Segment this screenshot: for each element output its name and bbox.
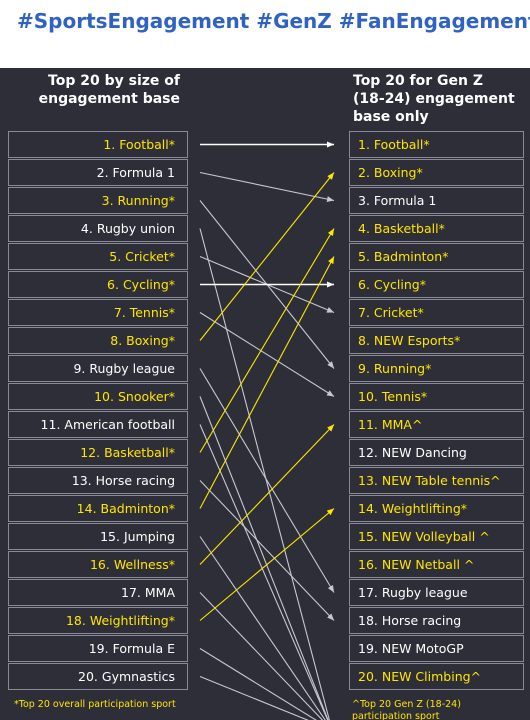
connector-line [199,228,330,720]
right-rank-item: 11. MMA^ [349,411,524,438]
right-rank-item: 9. Running* [349,355,524,382]
left-rank-item: 1. Football* [8,131,188,158]
right-rank-item: 20. NEW Climbing^ [349,663,524,690]
connector-line [199,536,326,720]
connector-line [199,256,335,509]
left-rank-item: 2. Formula 1 [8,159,188,186]
hashtag-header: #SportsEngagement #GenZ #FanEngagement [0,0,530,68]
left-rank-item: 4. Rugby union [8,215,188,242]
right-rank-item: 2. Boxing* [349,159,524,186]
left-rank-item: 7. Tennis* [8,299,188,326]
right-rank-item: 13. NEW Table tennis^ [349,467,524,494]
left-rank-item: 19. Formula E [8,635,188,662]
right-rank-item: 6. Cycling* [349,271,524,298]
left-rank-item: 14. Badminton* [8,495,188,522]
right-rank-item: 14. Weightlifting* [349,495,524,522]
connector-line [199,675,309,720]
right-rank-item: 7. Cricket* [349,299,524,326]
left-rank-item: 10. Snooker* [8,383,188,410]
right-rank-item: 1. Football* [349,131,524,158]
right-rank-item: 10. Tennis* [349,383,524,410]
right-rank-item: 16. NEW Netball ^ [349,551,524,578]
right-rank-item: 8. NEW Esports* [349,327,524,354]
left-rank-item: 9. Rugby league [8,355,188,382]
connector-line [199,228,335,453]
left-rank-item: 8. Boxing* [8,327,188,354]
left-column-title: Top 20 by size of engagement base [38,73,180,107]
ranking-chart: Top 20 by size of engagement base Top 20… [0,68,530,720]
connector-line [199,368,335,593]
left-rank-item: 11. American football [8,411,188,438]
footnote-left: *Top 20 overall participation sport [14,699,176,710]
footnote-right: ^Top 20 Gen Z (18-24) participation spor… [352,699,461,720]
left-rank-item: 5. Cricket* [8,243,188,270]
connector-line [199,396,329,720]
right-rank-item: 15. NEW Volleyball ^ [349,523,524,550]
right-rank-item: 17. Rugby league [349,579,524,606]
connector-line [199,592,324,720]
right-rank-item: 18. Horse racing [349,607,524,634]
connector-line [199,424,329,720]
right-rank-item: 19. NEW MotoGP [349,635,524,662]
left-rank-item: 17. MMA [8,579,188,606]
connector-line [199,648,317,720]
right-ranking-list: 1. Football* 2. Boxing* 3. Formula 1 4. Bas… [349,131,524,691]
hashtag-text[interactable]: #SportsEngagement #GenZ #FanEngagement [17,9,530,33]
right-rank-item: 12. NEW Dancing [349,439,524,466]
left-rank-item: 12. Basketball* [8,439,188,466]
left-rank-item: 20. Gymnastics [8,663,188,690]
right-rank-item: 3. Formula 1 [349,187,524,214]
left-rank-item: 15. Jumping [8,523,188,550]
connector-line [199,312,335,397]
connector-lines [199,141,335,720]
left-rank-item: 6. Cycling* [8,271,188,298]
left-rank-item: 3. Running* [8,187,188,214]
right-rank-item: 5. Badminton* [349,243,524,270]
left-rank-item: 18. Weightlifting* [8,607,188,634]
right-rank-item: 4. Basketball* [349,215,524,242]
left-rank-item: 16. Wellness* [8,551,188,578]
connector-line [199,424,335,565]
left-rank-item: 13. Horse racing [8,467,188,494]
right-column-title: Top 20 for Gen Z (18-24) engagement base… [353,73,515,125]
connector-line [199,172,335,341]
left-ranking-list: 1. Football* 2. Formula 1 3. Running* 4. Ru… [8,131,188,691]
connector-line [199,171,335,203]
connector-line [199,508,335,621]
connector-line [199,480,335,621]
